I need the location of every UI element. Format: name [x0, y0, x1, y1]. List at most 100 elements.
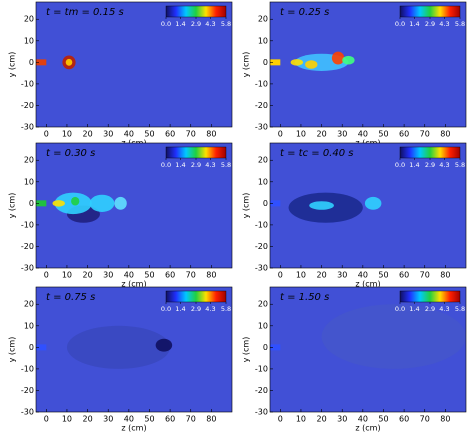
x-tick-label: 40: [124, 415, 134, 424]
colorbar-tick-label: 2.9: [425, 161, 435, 169]
panel-title: t = 1.50 s: [280, 292, 329, 303]
flow-structure: [321, 304, 466, 369]
y-axis-label: y (cm): [8, 193, 17, 219]
x-tick-label: 40: [358, 271, 368, 280]
colorbar-tick-label: 0.0: [395, 305, 405, 313]
y-tick-label: -30: [255, 264, 268, 273]
x-tick-label: 70: [420, 415, 430, 424]
x-tick-label: 80: [206, 415, 216, 424]
x-tick-label: 10: [62, 271, 72, 280]
field: [270, 304, 466, 369]
nozzle: [36, 344, 47, 351]
y-tick-label: 20: [24, 300, 34, 309]
y-tick-label: -20: [21, 242, 34, 251]
colorbar-tick-label: 0.0: [161, 305, 171, 313]
y-axis-label: y (cm): [8, 337, 17, 363]
x-tick-label: 20: [316, 271, 326, 280]
colorbar-tick-label: 2.9: [191, 20, 201, 28]
x-tick-label: 50: [144, 271, 154, 280]
plot-frame: [269, 142, 467, 269]
x-tick-label: 60: [399, 130, 409, 139]
colorbar-tick-label: 1.4: [175, 161, 185, 169]
y-tick-label: -20: [21, 386, 34, 395]
colorbar: [399, 5, 461, 18]
y-tick-label: -30: [21, 123, 34, 132]
y-tick-label: -10: [21, 364, 34, 373]
x-tick-label: 50: [378, 415, 388, 424]
plot-frame: [35, 142, 233, 269]
nozzle: [270, 344, 281, 351]
colorbar-tick-label: 1.4: [409, 161, 419, 169]
x-tick-label: 10: [62, 130, 72, 139]
x-tick-label: 0: [278, 130, 283, 139]
colorbar-tick-label: 1.4: [409, 305, 419, 313]
field: [36, 192, 127, 223]
flow-structure: [305, 60, 318, 69]
flow-structure: [309, 201, 334, 210]
x-axis-label: z (cm): [121, 280, 146, 289]
x-tick-label: 60: [165, 271, 175, 280]
x-tick-label: 0: [278, 271, 283, 280]
nozzle: [270, 200, 281, 207]
panel-title: t = 0.30 s: [46, 148, 95, 159]
y-tick-label: 0: [263, 199, 268, 208]
flow-structure: [290, 59, 304, 66]
x-tick-label: 40: [124, 271, 134, 280]
panel-title: t = 0.75 s: [46, 292, 95, 303]
x-tick-label: 20: [316, 130, 326, 139]
x-tick-label: 40: [358, 130, 368, 139]
x-tick-label: 40: [358, 415, 368, 424]
colorbar-tick-label: 0.0: [161, 161, 171, 169]
y-tick-label: 20: [24, 15, 34, 24]
field: [36, 55, 76, 70]
y-tick-label: -20: [255, 242, 268, 251]
colorbar-tick-label: 1.4: [175, 20, 185, 28]
flow-structure: [155, 338, 173, 352]
y-tick-label: 0: [263, 343, 268, 352]
plot-frame: [269, 1, 467, 128]
panel-title: t = tc = 0.40 s: [280, 148, 353, 159]
y-tick-label: 10: [24, 321, 34, 330]
x-tick-label: 20: [82, 271, 92, 280]
x-tick-label: 60: [399, 415, 409, 424]
x-tick-label: 60: [165, 130, 175, 139]
colorbar-tick-label: 4.3: [205, 305, 215, 313]
x-tick-label: 30: [103, 130, 113, 139]
y-tick-label: 0: [29, 199, 34, 208]
colorbar: [165, 290, 227, 303]
x-tick-label: 20: [82, 415, 92, 424]
x-axis-label: z (cm): [355, 424, 380, 433]
x-tick-label: 70: [420, 130, 430, 139]
x-tick-label: 10: [296, 130, 306, 139]
y-axis-label: y (cm): [242, 337, 251, 363]
colorbar-tick-label: 5.8: [455, 161, 465, 169]
y-tick-label: 0: [29, 343, 34, 352]
nozzle: [36, 200, 47, 207]
colorbar-tick-label: 4.3: [439, 305, 449, 313]
x-tick-label: 80: [206, 271, 216, 280]
x-tick-label: 50: [144, 415, 154, 424]
y-tick-label: -30: [21, 264, 34, 273]
x-tick-label: 50: [144, 130, 154, 139]
x-tick-label: 30: [337, 415, 347, 424]
field: [36, 325, 173, 369]
panel-title: t = 0.25 s: [280, 7, 329, 18]
x-tick-label: 0: [44, 415, 49, 424]
colorbar-tick-label: 0.0: [395, 20, 405, 28]
y-axis-label: y (cm): [8, 52, 17, 78]
y-tick-label: -20: [255, 101, 268, 110]
colorbar-tick-label: 0.0: [395, 161, 405, 169]
y-tick-label: 20: [24, 156, 34, 165]
colorbar-tick-label: 4.3: [439, 20, 449, 28]
y-axis-label: y (cm): [242, 193, 251, 219]
plot-frame: [35, 286, 233, 413]
colorbar-tick-label: 1.4: [175, 305, 185, 313]
colorbar-tick-label: 4.3: [439, 161, 449, 169]
y-tick-label: -20: [21, 101, 34, 110]
x-tick-label: 30: [103, 415, 113, 424]
x-tick-label: 60: [399, 271, 409, 280]
colorbar-tick-label: 2.9: [425, 20, 435, 28]
x-tick-label: 50: [378, 271, 388, 280]
x-tick-label: 70: [420, 271, 430, 280]
